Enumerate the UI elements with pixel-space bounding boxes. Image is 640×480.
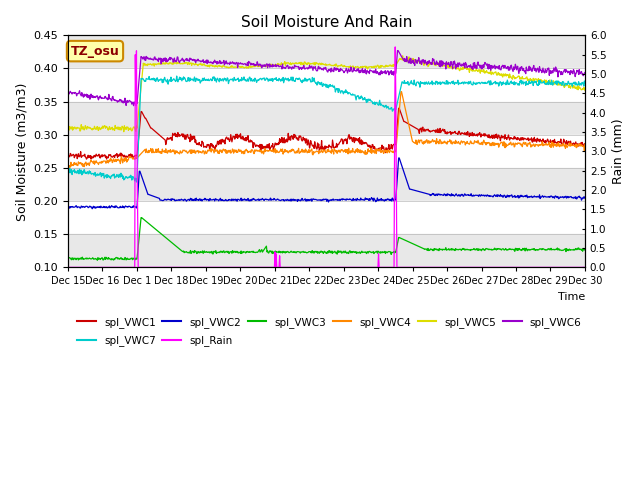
Bar — [68, 69, 585, 102]
Bar — [68, 234, 585, 267]
Y-axis label: Soil Moisture (m3/m3): Soil Moisture (m3/m3) — [15, 82, 28, 220]
Legend: spl_VWC7, spl_Rain: spl_VWC7, spl_Rain — [73, 331, 237, 350]
Bar — [68, 168, 585, 201]
Bar — [68, 135, 585, 168]
X-axis label: Time: Time — [557, 292, 585, 302]
Bar — [68, 102, 585, 135]
Title: Soil Moisture And Rain: Soil Moisture And Rain — [241, 15, 412, 30]
Bar — [68, 36, 585, 69]
Y-axis label: Rain (mm): Rain (mm) — [612, 119, 625, 184]
Bar — [68, 201, 585, 234]
Text: TZ_osu: TZ_osu — [70, 45, 120, 58]
